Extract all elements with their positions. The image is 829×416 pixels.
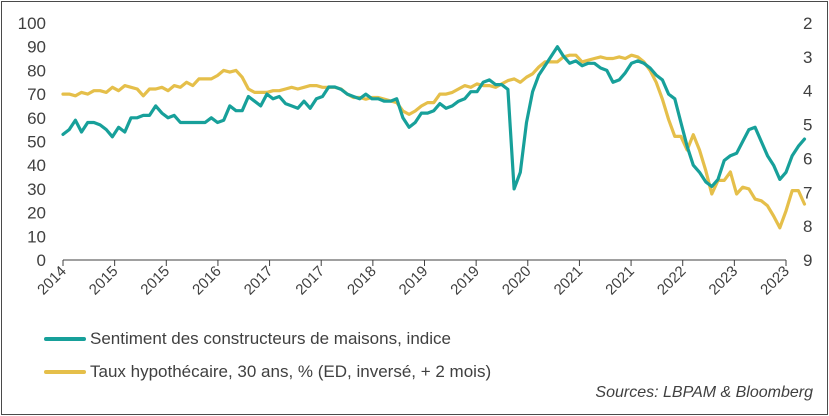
legend-swatch-mortgage-rate: [44, 370, 86, 374]
right-tick-label: 2: [803, 14, 812, 33]
right-tick-label: 3: [803, 48, 812, 67]
right-tick-label: 8: [803, 217, 812, 236]
x-tick-label: 2019: [447, 263, 483, 299]
x-tick-label: 2021: [551, 263, 587, 299]
x-axis: 2014 2015 2015 2016 2017 2017 2018 2019 2019 2020…: [34, 260, 793, 298]
legend-swatch-sentiment: [44, 337, 86, 341]
left-tick-label: 60: [27, 109, 46, 128]
x-tick-label: 2015: [86, 263, 122, 299]
x-tick-label: 2017: [292, 263, 328, 299]
left-tick-label: 20: [27, 204, 46, 223]
series-line-mortgage-rate: [61, 53, 807, 230]
x-tick-label: 2021: [602, 263, 638, 299]
x-tick-label: 2023: [706, 263, 742, 299]
left-tick-label: 50: [27, 133, 46, 152]
legend-label-mortgage-rate: Taux hypothécaire, 30 ans, % (ED, invers…: [90, 362, 492, 381]
left-tick-label: 30: [27, 180, 46, 199]
legend-item-mortgage-rate: Taux hypothécaire, 30 ans, % (ED, invers…: [44, 362, 491, 382]
left-tick-label: 10: [27, 227, 46, 246]
left-tick-label: 90: [27, 38, 46, 57]
left-tick-label: 0: [37, 251, 46, 270]
left-tick-label: 100: [18, 14, 46, 33]
right-axis: 2 3 4 5 6 7 8 9: [803, 14, 812, 270]
legend-item-sentiment: Sentiment des constructeurs de maisons, …: [44, 329, 451, 349]
right-tick-label: 7: [803, 183, 812, 202]
x-tick-label: 2019: [396, 263, 432, 299]
x-tick-label: 2015: [137, 263, 173, 299]
x-tick-label: 2016: [189, 263, 225, 299]
series-group: [61, 45, 807, 230]
left-tick-label: 80: [27, 61, 46, 80]
x-tick-label: 2022: [654, 263, 690, 299]
x-tick-label: 2020: [499, 263, 535, 299]
right-tick-label: 4: [803, 82, 812, 101]
right-tick-label: 6: [803, 149, 812, 168]
left-axis: 0 10 20 30 40 50 60 70 80 90 100: [18, 14, 46, 270]
right-tick-label: 9: [803, 251, 812, 270]
x-tick-label: 2023: [757, 263, 793, 299]
left-tick-label: 70: [27, 85, 46, 104]
right-tick-label: 5: [803, 116, 812, 135]
series-line-sentiment: [61, 45, 807, 191]
source-note: Sources: LBPAM & Bloomberg: [595, 384, 813, 401]
legend-label-sentiment: Sentiment des constructeurs de maisons, …: [90, 329, 451, 348]
left-tick-label: 40: [27, 156, 46, 175]
x-tick-label: 2018: [344, 263, 380, 299]
x-tick-label: 2017: [241, 263, 277, 299]
